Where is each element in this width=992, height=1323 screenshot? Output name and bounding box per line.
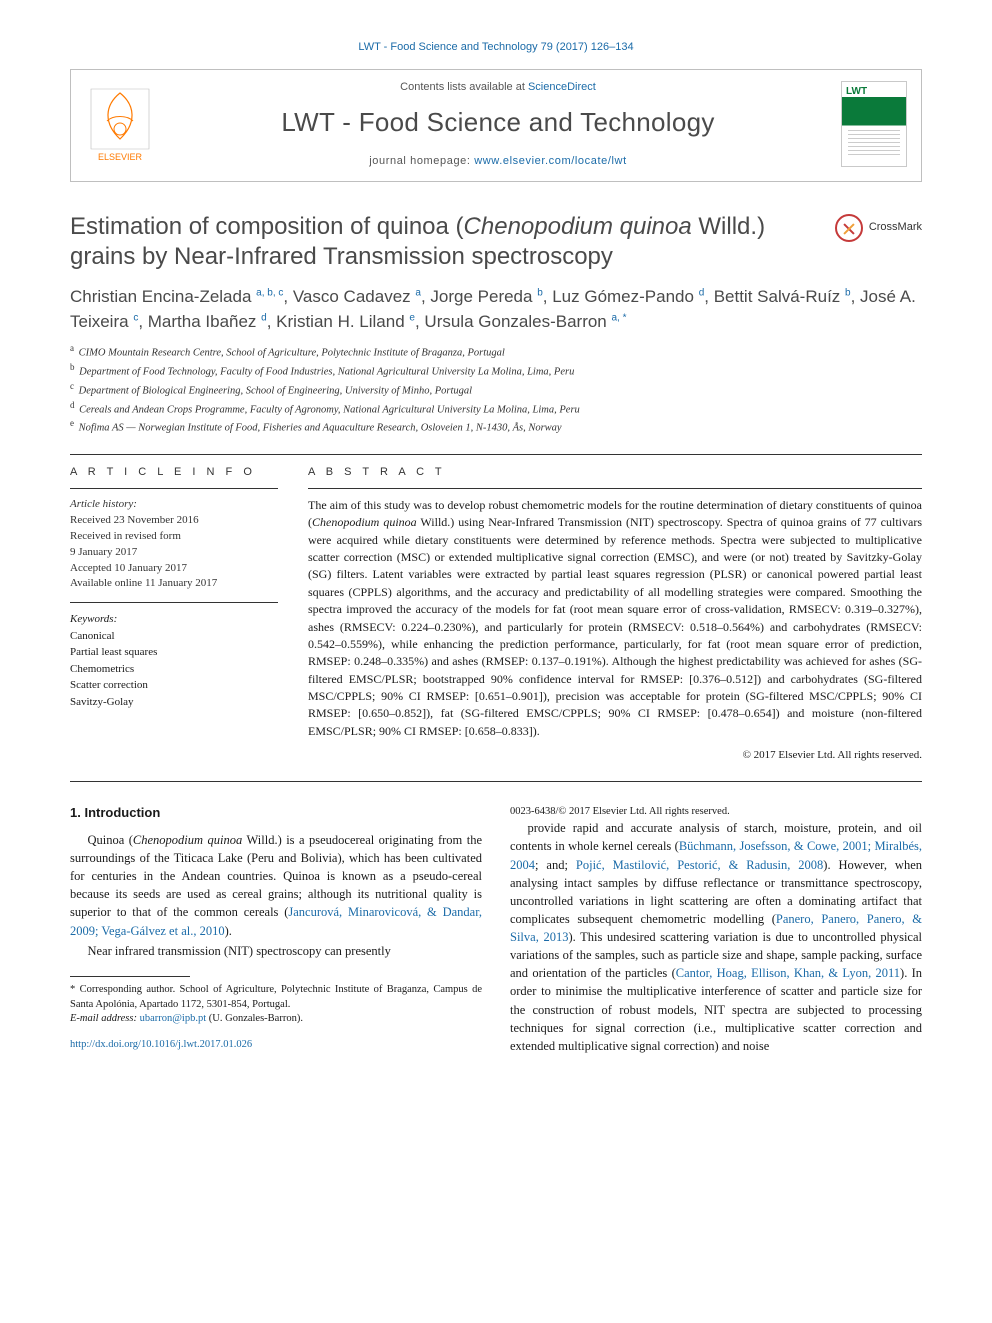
history-line: Accepted 10 January 2017	[70, 561, 278, 577]
email-person: (U. Gonzales-Barron).	[209, 1013, 303, 1024]
affiliations: a CIMO Mountain Research Centre, School …	[70, 342, 922, 436]
title-pre: Estimation of composition of quinoa (	[70, 213, 464, 240]
history-label: Article history:	[70, 497, 278, 513]
section-title: Introduction	[84, 805, 160, 820]
history-line: Available online 11 January 2017	[70, 576, 278, 592]
abstract-species: Chenopodium quinoa	[312, 515, 417, 529]
keywords-block: Keywords: CanonicalPartial least squares…	[70, 611, 278, 710]
elsevier-logo: ELSEVIER	[85, 85, 155, 163]
corresponding-email-link[interactable]: ubarron@ipb.pt	[140, 1013, 207, 1024]
divider	[70, 488, 278, 489]
affiliation-line: e Nofima AS — Norwegian Institute of Foo…	[70, 417, 922, 436]
article-history: Article history: Received 23 November 20…	[70, 497, 278, 593]
homepage-prefix: journal homepage:	[369, 155, 474, 167]
sciencedirect-link[interactable]: ScienceDirect	[528, 81, 596, 93]
abstract-text: The aim of this study was to develop rob…	[308, 497, 922, 740]
affiliation-line: d Cereals and Andean Crops Programme, Fa…	[70, 399, 922, 418]
journal-cover-thumbnail	[841, 81, 907, 167]
journal-homepage-line: journal homepage: www.elsevier.com/locat…	[169, 154, 827, 169]
doi-link[interactable]: http://dx.doi.org/10.1016/j.lwt.2017.01.…	[70, 1039, 252, 1050]
divider	[308, 488, 922, 489]
crossmark-badge[interactable]: CrossMark	[835, 214, 922, 242]
authors-list: Christian Encina-Zelada a, b, c, Vasco C…	[70, 285, 922, 334]
keyword: Savitzy-Golay	[70, 694, 278, 711]
affiliation-line: b Department of Food Technology, Faculty…	[70, 361, 922, 380]
issn-copyright: 0023-6438/© 2017 Elsevier Ltd. All right…	[510, 804, 922, 819]
article-info-heading: A R T I C L E I N F O	[70, 465, 278, 480]
journal-name: LWT - Food Science and Technology	[169, 105, 827, 140]
history-line: Received 23 November 2016	[70, 513, 278, 529]
body-columns: 1. Introduction Quinoa (Chenopodium quin…	[70, 804, 922, 1055]
keyword: Partial least squares	[70, 644, 278, 661]
journal-listing-box: ELSEVIER Contents lists available at Sci…	[70, 69, 922, 182]
p1-species: Chenopodium quinoa	[133, 833, 242, 847]
history-line: 9 January 2017	[70, 545, 278, 561]
body-paragraph: provide rapid and accurate analysis of s…	[510, 819, 922, 1055]
section-number: 1.	[70, 805, 81, 820]
divider	[70, 454, 922, 455]
keyword: Scatter correction	[70, 677, 278, 694]
corresponding-author-note: * Corresponding author. School of Agricu…	[70, 983, 482, 1012]
email-label: E-mail address:	[70, 1013, 137, 1024]
crossmark-icon	[835, 214, 863, 242]
citation-link[interactable]: Pojić, Mastilović, Pestorić, & Radusin, …	[576, 858, 823, 872]
history-line: Received in revised form	[70, 529, 278, 545]
citation-link[interactable]: Cantor, Hoag, Ellison, Khan, & Lyon, 201…	[676, 966, 900, 980]
footnotes: * Corresponding author. School of Agricu…	[70, 983, 482, 1027]
keyword: Canonical	[70, 628, 278, 645]
p1-post: ).	[225, 924, 232, 938]
crossmark-label: CrossMark	[869, 220, 922, 235]
affiliation-line: a CIMO Mountain Research Centre, School …	[70, 342, 922, 361]
keywords-label: Keywords:	[70, 611, 278, 628]
divider	[70, 781, 922, 782]
section-heading: 1. Introduction	[70, 804, 482, 823]
body-paragraph: Quinoa (Chenopodium quinoa Willd.) is a …	[70, 831, 482, 940]
footnote-separator	[70, 976, 190, 977]
copyright-line: © 2017 Elsevier Ltd. All rights reserved…	[308, 748, 922, 763]
elsevier-wordmark: ELSEVIER	[98, 152, 143, 162]
journal-homepage-link[interactable]: www.elsevier.com/locate/lwt	[474, 155, 627, 167]
divider	[70, 602, 278, 603]
abstract-post: Willd.) using Near-Infrared Transmission…	[308, 515, 922, 738]
title-species: Chenopodium quinoa	[464, 213, 692, 240]
keyword: Chemometrics	[70, 661, 278, 678]
p1-pre: Quinoa (	[88, 833, 133, 847]
article-title: Estimation of composition of quinoa (Che…	[70, 212, 817, 273]
affiliation-line: c Department of Biological Engineering, …	[70, 380, 922, 399]
abstract-heading: A B S T R A C T	[308, 465, 922, 480]
contents-available-line: Contents lists available at ScienceDirec…	[169, 80, 827, 95]
p3-mid1: ; and;	[535, 858, 576, 872]
body-paragraph: Near infrared transmission (NIT) spectro…	[70, 942, 482, 960]
contents-prefix: Contents lists available at	[400, 81, 528, 93]
running-head: LWT - Food Science and Technology 79 (20…	[70, 40, 922, 55]
